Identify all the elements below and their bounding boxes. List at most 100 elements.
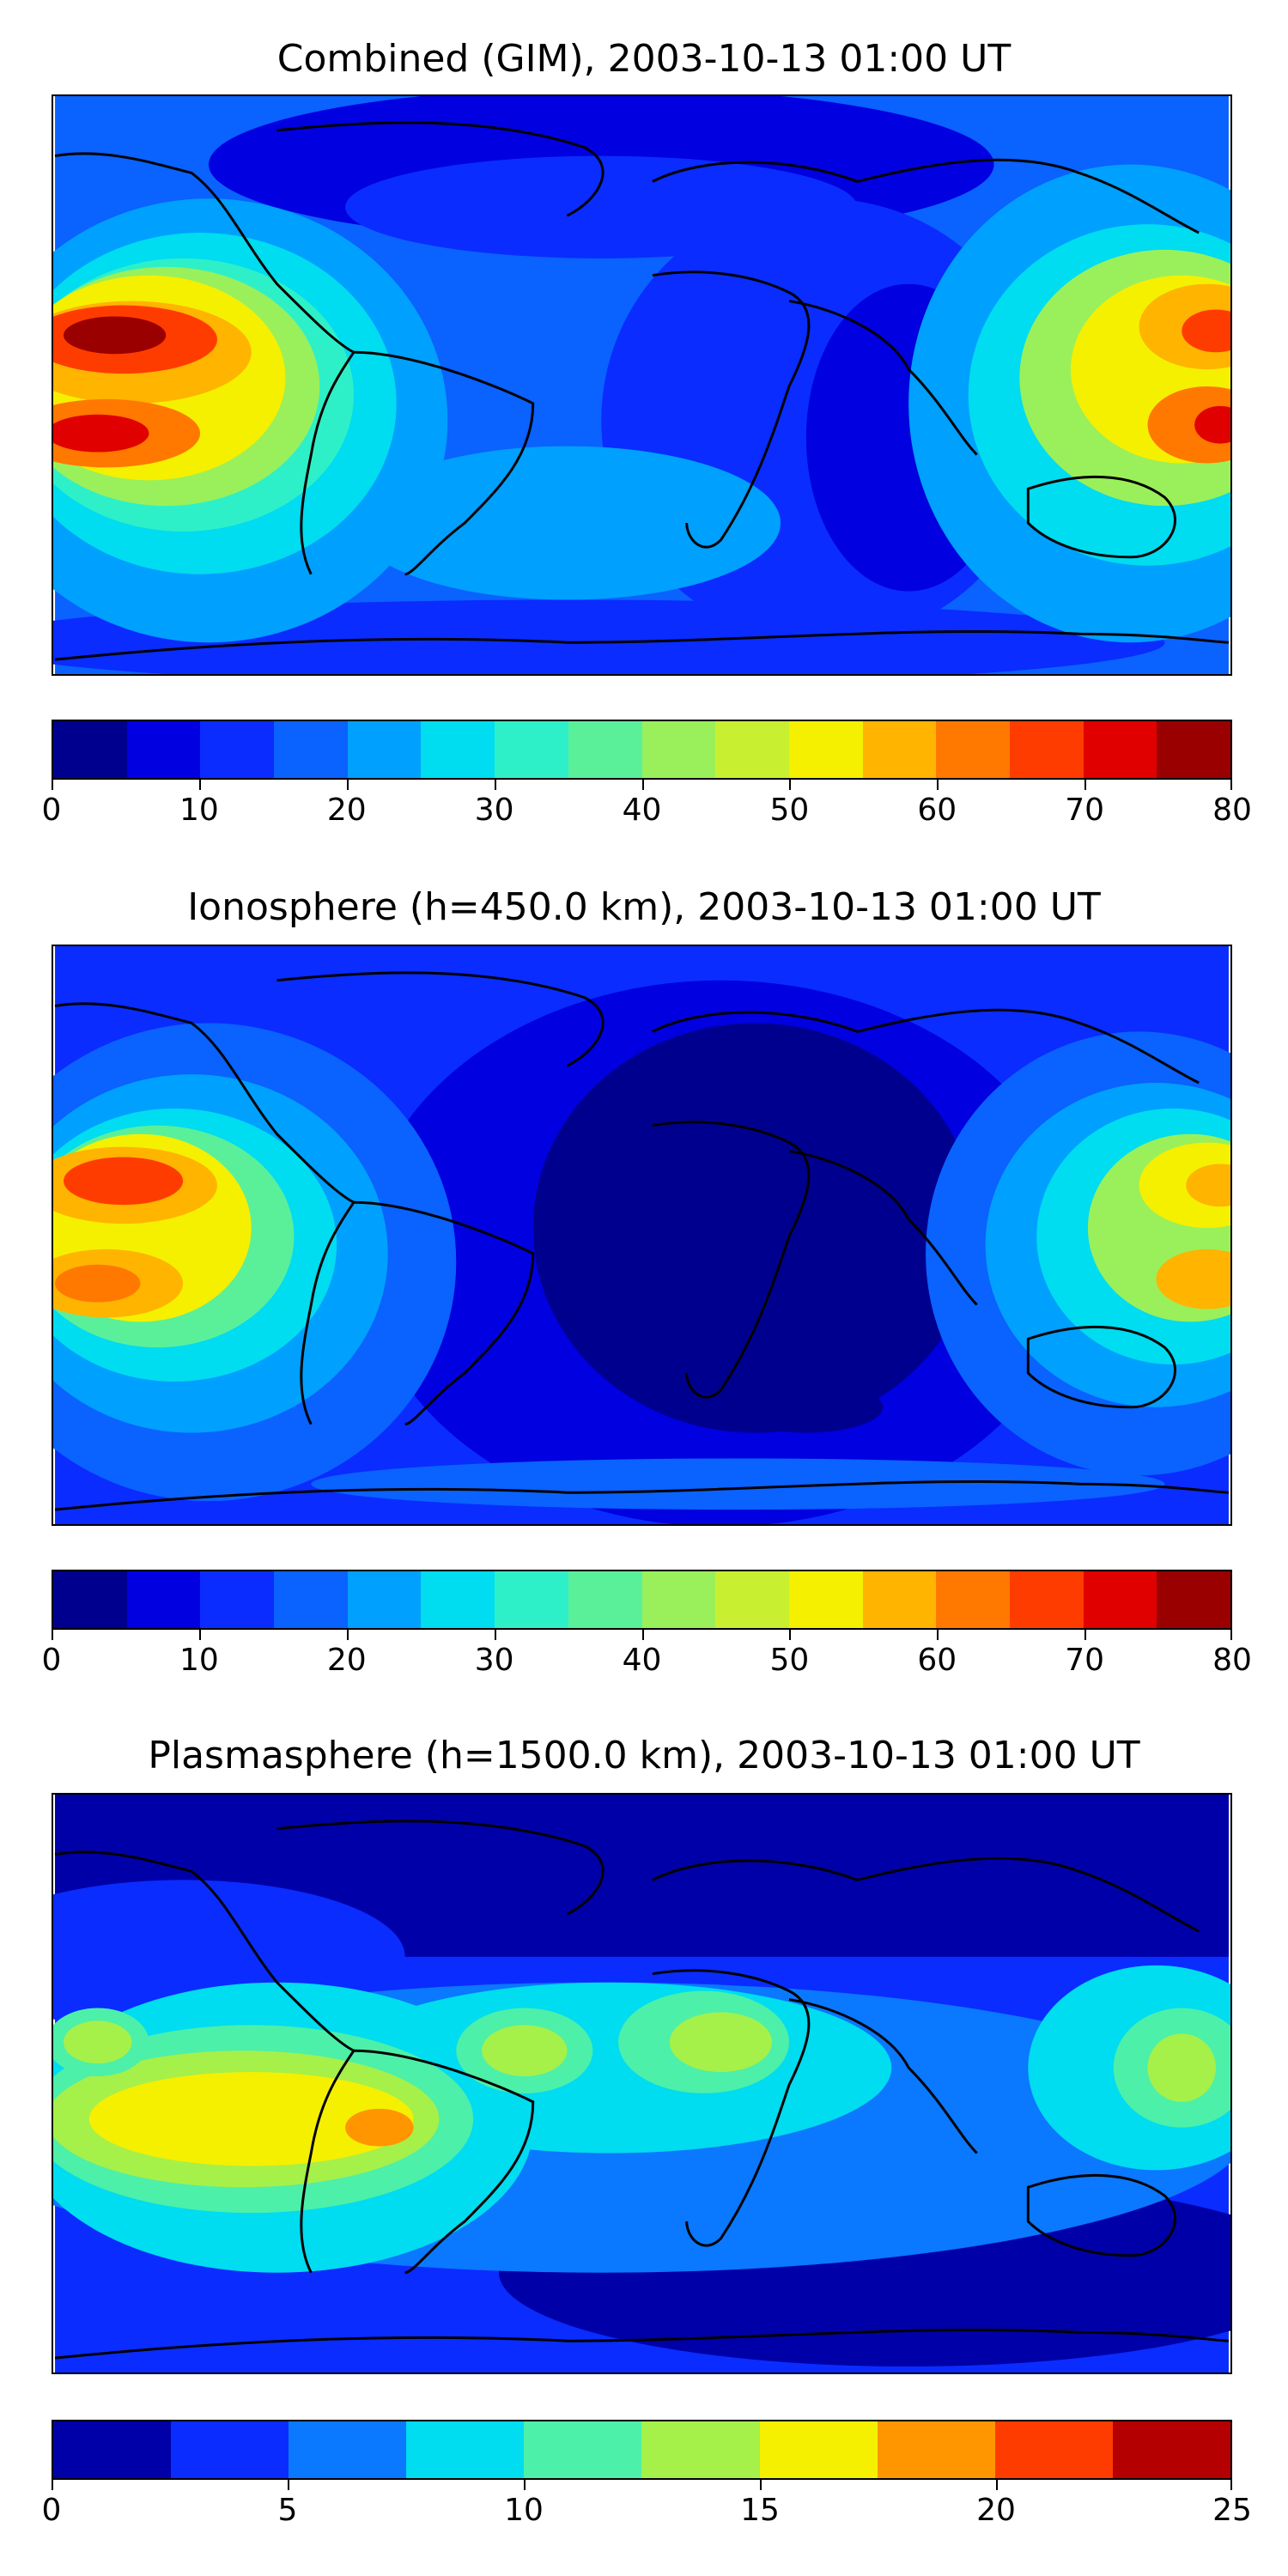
colorbar-tick-label: 30: [474, 793, 514, 828]
colorbar-bin: [274, 1571, 348, 1628]
panel-2-colorbar: [52, 1570, 1232, 1630]
panel-1-colorbar-ticks: 0 10 20 30 40 50 60 70 80: [42, 780, 1252, 831]
colorbar-bin: [1009, 721, 1084, 778]
colorbar-tick: [524, 2480, 526, 2490]
colorbar-tick-label: 20: [976, 2493, 1016, 2528]
colorbar-tick: [52, 1630, 53, 1640]
colorbar-bin: [171, 2421, 289, 2478]
colorbar-tick: [1230, 2480, 1232, 2490]
colorbar-tick-label: 70: [1065, 1643, 1105, 1678]
colorbar-tick-label: 5: [277, 2493, 298, 2528]
colorbar-bin: [1083, 1571, 1157, 1628]
colorbar-tick-label: 10: [504, 2493, 544, 2528]
colorbar-bin: [759, 2421, 878, 2478]
panel-3-colorbar-ticks: 0 5 10 15 20 25: [42, 2480, 1252, 2531]
colorbar-bin: [877, 2421, 995, 2478]
colorbar-bin: [53, 2421, 172, 2478]
colorbar-bin: [524, 2421, 642, 2478]
colorbar-bin: [495, 721, 568, 778]
colorbar-bin: [200, 1571, 275, 1628]
colorbar-bin: [126, 721, 201, 778]
colorbar-bin: [715, 721, 789, 778]
colorbar-bin: [1083, 721, 1157, 778]
panel-1-map: [52, 94, 1232, 676]
panel-2-colorbar-ticks: 0 10 20 30 40 50 60 70 80: [42, 1630, 1252, 1681]
colorbar-bin: [421, 1571, 495, 1628]
colorbar-tick: [346, 780, 349, 790]
colorbar-bin: [862, 721, 937, 778]
ionosphere-tec-map: [53, 946, 1230, 1524]
colorbar-tick-label: 15: [740, 2493, 780, 2528]
combined-tec-map: [53, 96, 1230, 674]
colorbar-bin: [421, 721, 495, 778]
panel-2-title: Ionosphere (h=450.0 km), 2003-10-13 01:0…: [187, 885, 1101, 929]
colorbar-bin: [1157, 1571, 1230, 1628]
colorbar-tick: [760, 2480, 762, 2490]
colorbar-bin: [126, 1571, 201, 1628]
colorbar-bin: [53, 1571, 127, 1628]
colorbar-bin: [200, 721, 275, 778]
colorbar-tick: [494, 780, 496, 790]
colorbar-tick: [937, 1630, 939, 1640]
colorbar-bin: [788, 1571, 863, 1628]
colorbar-bin: [1112, 2421, 1230, 2478]
colorbar-tick: [52, 2480, 53, 2490]
colorbar-tick: [1084, 780, 1087, 790]
colorbar-tick-label: 30: [474, 1643, 514, 1678]
panel-2-map: [52, 945, 1232, 1526]
colorbar-tick: [494, 1630, 496, 1640]
panel-3-colorbar: [52, 2420, 1232, 2480]
colorbar-bin: [289, 2421, 407, 2478]
colorbar-tick: [1084, 1630, 1087, 1640]
colorbar-tick: [198, 1630, 201, 1640]
colorbar-bin: [1157, 721, 1230, 778]
panel-1-title: Combined (GIM), 2003-10-13 01:00 UT: [276, 37, 1012, 81]
colorbar-bin: [568, 721, 642, 778]
colorbar-tick: [288, 2480, 289, 2490]
colorbar-bin: [641, 2421, 760, 2478]
colorbar-tick-label: 20: [326, 793, 367, 828]
colorbar-tick: [937, 780, 939, 790]
colorbar-bin: [936, 1571, 1010, 1628]
colorbar-tick-label: 70: [1065, 793, 1105, 828]
plasmasphere-tec-map: [53, 1795, 1230, 2372]
colorbar-bin: [347, 721, 422, 778]
colorbar-tick: [641, 780, 644, 790]
colorbar-bin: [936, 721, 1010, 778]
colorbar-tick: [1230, 780, 1232, 790]
panel-3-title: Plasmasphere (h=1500.0 km), 2003-10-13 0…: [148, 1734, 1140, 1777]
colorbar-tick: [1230, 1630, 1232, 1640]
colorbar-bin: [53, 721, 127, 778]
colorbar-tick-label: 0: [41, 1643, 62, 1678]
colorbar-tick: [641, 1630, 644, 1640]
colorbar-bin: [1009, 1571, 1084, 1628]
colorbar-bin: [788, 721, 863, 778]
colorbar-tick: [789, 780, 792, 790]
colorbar-bin: [641, 721, 716, 778]
colorbar-bin: [406, 2421, 525, 2478]
colorbar-tick: [789, 1630, 792, 1640]
colorbar-tick: [198, 780, 201, 790]
colorbar-tick: [52, 780, 53, 790]
colorbar-tick-label: 60: [917, 793, 957, 828]
panel-3-map: [52, 1793, 1232, 2374]
colorbar-tick-label: 80: [1212, 1643, 1252, 1678]
colorbar-bin: [568, 1571, 642, 1628]
panel-1-colorbar: [52, 720, 1232, 780]
colorbar-tick: [996, 2480, 998, 2490]
colorbar-bin: [347, 1571, 422, 1628]
colorbar-tick-label: 10: [179, 1643, 219, 1678]
colorbar-tick: [346, 1630, 349, 1640]
colorbar-tick-label: 20: [326, 1643, 367, 1678]
colorbar-tick-label: 0: [41, 2493, 62, 2528]
colorbar-tick-label: 60: [917, 1643, 957, 1678]
colorbar-bin: [994, 2421, 1113, 2478]
colorbar-tick-label: 40: [622, 793, 662, 828]
colorbar-bin: [495, 1571, 568, 1628]
colorbar-tick-label: 50: [769, 1643, 810, 1678]
colorbar-tick-label: 80: [1212, 793, 1252, 828]
colorbar-tick-label: 25: [1212, 2493, 1252, 2528]
colorbar-tick-label: 50: [769, 793, 810, 828]
colorbar-tick-label: 0: [41, 793, 62, 828]
colorbar-bin: [862, 1571, 937, 1628]
